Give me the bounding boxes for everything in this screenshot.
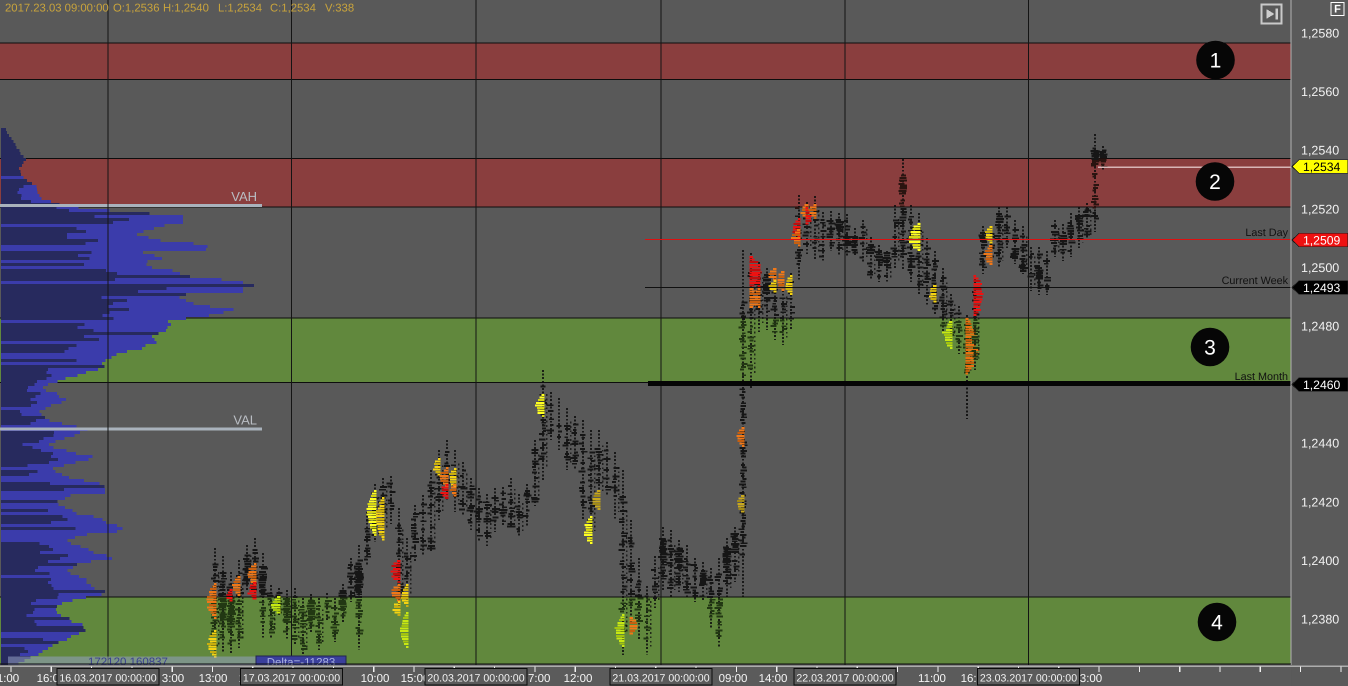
svg-text:16.03.2017 00:00:00: 16.03.2017 00:00:00 [59, 673, 156, 685]
svg-text:4: 4 [1211, 612, 1223, 635]
svg-text:07:00: 07:00 [522, 673, 551, 685]
svg-text:1,2420: 1,2420 [1301, 495, 1339, 509]
svg-text:10:00: 10:00 [361, 673, 390, 685]
svg-text:22.03.2017 00:00:00: 22.03.2017 00:00:00 [796, 673, 893, 685]
svg-text:14:00: 14:00 [759, 673, 788, 685]
svg-text:1,2509: 1,2509 [1303, 233, 1340, 247]
svg-text:Current Week: Current Week [1222, 275, 1289, 287]
svg-text:C:1,2534: C:1,2534 [270, 3, 316, 15]
svg-text:1,2493: 1,2493 [1303, 281, 1340, 295]
svg-text:2: 2 [1209, 171, 1221, 194]
svg-text:VAH: VAH [231, 189, 257, 204]
svg-text:12:00: 12:00 [564, 673, 593, 685]
svg-text:1,2534: 1,2534 [1303, 160, 1340, 174]
svg-text:L:1,2534: L:1,2534 [218, 3, 262, 15]
svg-text:20.03.2017 00:00:00: 20.03.2017 00:00:00 [427, 673, 524, 685]
svg-text:H:1,2540: H:1,2540 [163, 3, 209, 15]
svg-text:23.03.2017 00:00:00: 23.03.2017 00:00:00 [980, 673, 1077, 685]
svg-text:Last Day: Last Day [1245, 227, 1288, 239]
svg-text:O:1,2536: O:1,2536 [113, 3, 159, 15]
svg-text:1,2380: 1,2380 [1301, 613, 1339, 627]
svg-text:1,2500: 1,2500 [1301, 261, 1339, 275]
svg-text:3: 3 [1204, 337, 1216, 360]
svg-text:1,2540: 1,2540 [1301, 144, 1339, 158]
svg-text:15:00: 15:00 [401, 673, 430, 685]
svg-text:Last Month: Last Month [1235, 371, 1288, 383]
svg-text:1,2520: 1,2520 [1301, 202, 1339, 216]
svg-text:13:00: 13:00 [199, 673, 228, 685]
svg-text:F: F [1334, 4, 1341, 16]
svg-text:09:00: 09:00 [719, 673, 748, 685]
svg-text:17.03.2017 00:00:00: 17.03.2017 00:00:00 [243, 673, 340, 685]
svg-text:1,2400: 1,2400 [1301, 554, 1339, 568]
svg-text:V:338: V:338 [325, 3, 354, 15]
svg-text:VAL: VAL [233, 413, 257, 428]
svg-text:21.03.2017 00:00:00: 21.03.2017 00:00:00 [612, 673, 709, 685]
svg-text:1,2440: 1,2440 [1301, 437, 1339, 451]
svg-text:1,2460: 1,2460 [1303, 378, 1340, 392]
svg-text:1,2560: 1,2560 [1301, 85, 1339, 99]
svg-text:11:00: 11:00 [918, 673, 946, 685]
svg-text:2017.23.03 09:00:00: 2017.23.03 09:00:00 [5, 3, 109, 15]
svg-text:1,2580: 1,2580 [1301, 27, 1339, 41]
svg-text:1: 1 [1210, 50, 1222, 73]
svg-text:1,2480: 1,2480 [1301, 320, 1339, 334]
svg-text:3:00: 3:00 [1080, 673, 1102, 685]
svg-text:1:00: 1:00 [0, 673, 19, 685]
svg-text:3:00: 3:00 [162, 673, 184, 685]
